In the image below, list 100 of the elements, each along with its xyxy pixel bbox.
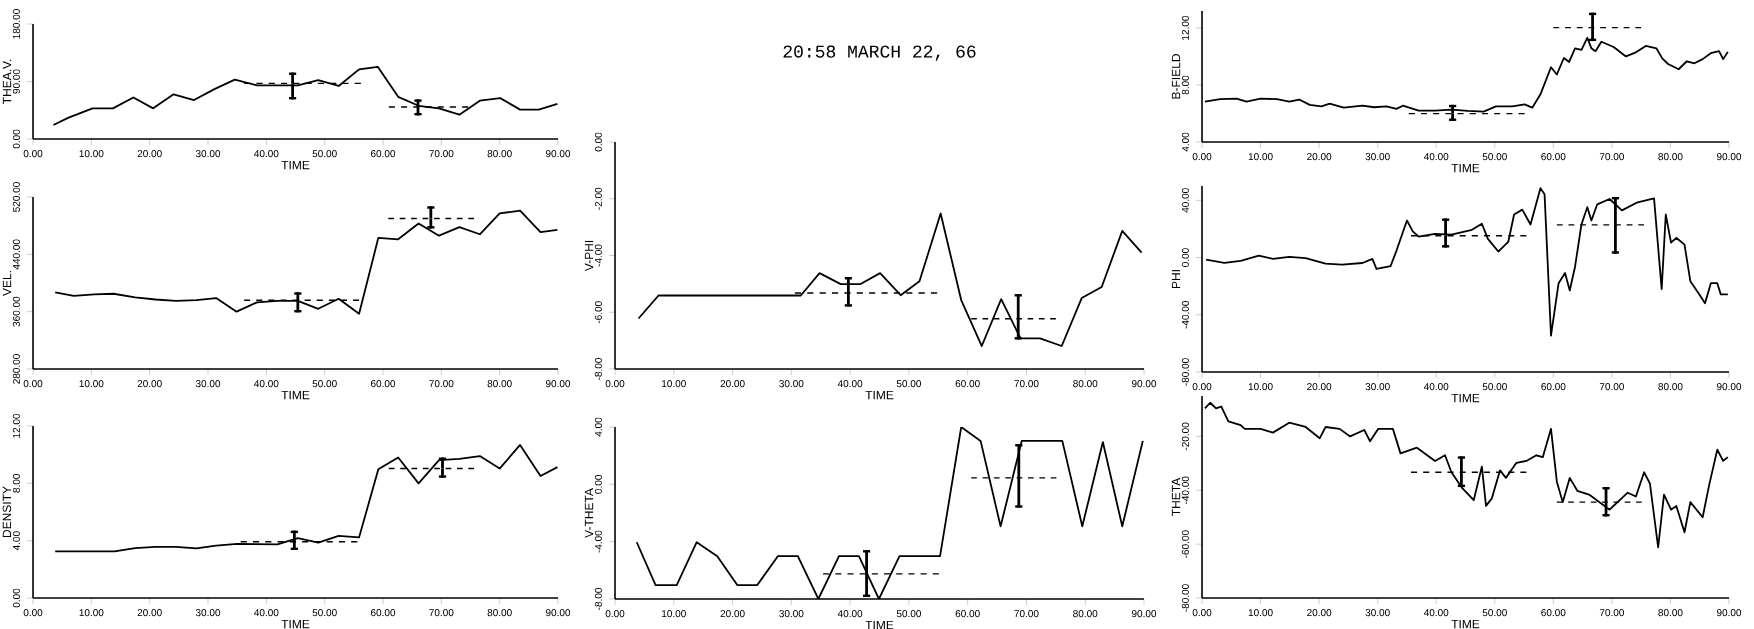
x-tick-label: 80.00 xyxy=(487,609,512,617)
y-axis-title: THEA.V. xyxy=(2,59,12,105)
x-tick-label: 20.00 xyxy=(137,609,162,617)
x-tick-label: 40.00 xyxy=(837,610,863,618)
y-tick-label: -40.00 xyxy=(1181,300,1189,329)
x-tick-label: 70.00 xyxy=(429,609,454,617)
x-tick-label: 0.00 xyxy=(23,150,43,158)
x-axis-title: TIME xyxy=(865,620,894,629)
x-tick-label: 70.00 xyxy=(429,380,454,388)
y-tick-label: 40.00 xyxy=(1181,188,1189,213)
x-tick-label: 30.00 xyxy=(779,610,804,618)
y-tick-label: -80.00 xyxy=(1181,584,1189,612)
x-tick-label: 50.00 xyxy=(1482,609,1507,617)
x-tick-label: 30.00 xyxy=(779,380,804,388)
x-tick-label: 0.00 xyxy=(23,380,43,388)
y-tick-label: 0.00 xyxy=(594,474,602,494)
y-tick-label: -6.00 xyxy=(594,301,602,324)
x-tick-label: 70.00 xyxy=(1599,609,1625,617)
y-tick-label: 520.00 xyxy=(12,182,20,212)
x-tick-label: 50.00 xyxy=(1482,383,1507,391)
y-tick-label: 360.00 xyxy=(12,296,20,327)
line-series xyxy=(1205,187,1729,337)
x-tick-label: 20.00 xyxy=(137,150,162,158)
line-series xyxy=(54,209,558,315)
y-tick-label: 4.00 xyxy=(594,417,602,437)
y-tick-label: 440.00 xyxy=(12,239,20,270)
x-tick-label: 60.00 xyxy=(1541,153,1566,161)
x-tick-label: 80.00 xyxy=(1658,383,1683,391)
y-axis-title: THETA xyxy=(1171,477,1181,516)
x-axis-title: TIME xyxy=(1451,619,1480,629)
x-tick-label: 30.00 xyxy=(1365,609,1390,617)
x-tick-label: 60.00 xyxy=(370,150,396,158)
x-tick-label: 10.00 xyxy=(1248,153,1273,161)
x-tick-label: 10.00 xyxy=(79,380,104,388)
y-tick-label: 90.00 xyxy=(12,69,20,94)
x-axis-title: TIME xyxy=(865,390,894,400)
x-tick-label: 10.00 xyxy=(1248,383,1273,391)
y-axis-title: DENSITY xyxy=(2,486,12,538)
x-tick-label: 50.00 xyxy=(312,609,337,617)
x-tick-label: 30.00 xyxy=(1365,153,1390,161)
x-tick-label: 50.00 xyxy=(312,150,337,158)
x-tick-label: 60.00 xyxy=(1541,383,1566,391)
x-tick-label: 0.00 xyxy=(1192,153,1212,161)
x-tick-label: 20.00 xyxy=(720,610,745,618)
y-tick-label: 180.00 xyxy=(12,9,20,39)
x-tick-label: 70.00 xyxy=(1014,610,1039,618)
y-tick-label: 8.00 xyxy=(12,473,20,493)
y-tick-label: -40.00 xyxy=(1181,476,1189,505)
y-tick-label: -4.00 xyxy=(594,530,602,553)
x-tick-label: 10.00 xyxy=(662,610,686,618)
y-tick-label: -2.00 xyxy=(594,187,602,210)
x-axis-title: TIME xyxy=(1451,163,1480,173)
x-tick-label: 50.00 xyxy=(896,380,922,388)
x-tick-label: 40.00 xyxy=(254,150,279,158)
x-tick-label: 40.00 xyxy=(254,609,279,617)
x-tick-label: 60.00 xyxy=(371,609,396,617)
y-tick-label: -20.00 xyxy=(1181,422,1189,451)
line-series xyxy=(637,212,1143,347)
x-tick-label: 90.00 xyxy=(545,380,571,388)
x-tick-label: 80.00 xyxy=(1073,380,1098,388)
x-tick-label: 50.00 xyxy=(312,380,337,388)
y-tick-label: 12.00 xyxy=(12,413,20,438)
x-tick-label: 40.00 xyxy=(1423,383,1449,391)
x-tick-label: 90.00 xyxy=(1131,380,1157,388)
x-tick-label: 20.00 xyxy=(1307,609,1332,617)
line-series xyxy=(54,444,558,553)
line-series xyxy=(1204,401,1729,549)
x-tick-label: 60.00 xyxy=(955,610,980,618)
x-axis-title: TIME xyxy=(1451,393,1480,403)
y-tick-label: 4.00 xyxy=(12,531,20,551)
line-series xyxy=(1204,36,1729,113)
x-tick-label: 60.00 xyxy=(1541,609,1566,617)
x-tick-label: 40.00 xyxy=(254,380,279,388)
x-tick-label: 0.00 xyxy=(23,609,43,617)
x-tick-label: 20.00 xyxy=(137,380,162,388)
x-tick-label: 20.00 xyxy=(720,380,745,388)
y-tick-label: 280.00 xyxy=(12,354,20,384)
x-tick-label: 70.00 xyxy=(1599,383,1625,391)
x-tick-label: 90.00 xyxy=(545,609,571,617)
x-tick-label: 90.00 xyxy=(1131,610,1157,618)
x-tick-label: 90.00 xyxy=(1716,609,1742,617)
x-axis-title: TIME xyxy=(281,390,310,400)
y-tick-label: -60.00 xyxy=(1181,530,1189,558)
x-tick-label: 70.00 xyxy=(429,150,454,158)
x-tick-label: 90.00 xyxy=(1716,153,1742,161)
y-tick-label: -8.00 xyxy=(594,587,602,610)
x-axis-title: TIME xyxy=(281,160,310,170)
x-tick-label: 90.00 xyxy=(545,150,571,158)
x-tick-label: 30.00 xyxy=(1365,383,1390,391)
y-tick-label: 4.00 xyxy=(1181,132,1189,152)
x-tick-label: 0.00 xyxy=(1192,609,1212,617)
x-tick-label: 80.00 xyxy=(487,150,512,158)
x-tick-label: 80.00 xyxy=(1658,609,1683,617)
x-tick-label: 10.00 xyxy=(662,380,686,388)
x-tick-label: 70.00 xyxy=(1014,380,1039,388)
chart-title: 20:58 MARCH 22, 66 xyxy=(783,45,976,61)
x-tick-label: 0.00 xyxy=(1192,383,1212,391)
y-tick-label: 12.00 xyxy=(1181,15,1189,40)
y-tick-label: -8.00 xyxy=(594,357,602,380)
x-tick-label: 20.00 xyxy=(1307,153,1332,161)
